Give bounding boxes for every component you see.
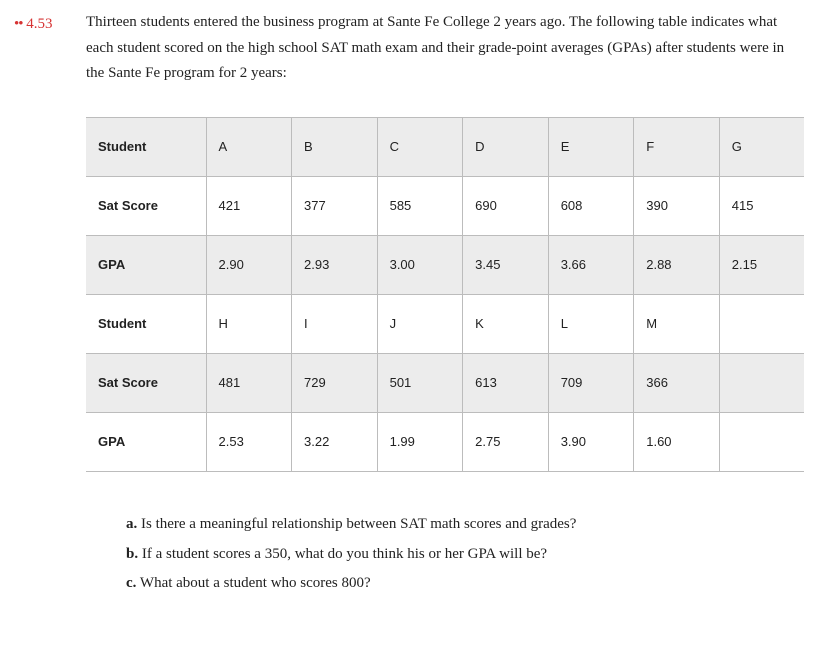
cell: 3.90 bbox=[548, 412, 634, 471]
cell: I bbox=[292, 294, 378, 353]
row-label: Student bbox=[86, 294, 206, 353]
cell: 2.75 bbox=[463, 412, 549, 471]
cell: 366 bbox=[634, 353, 720, 412]
table-row: GPA 2.53 3.22 1.99 2.75 3.90 1.60 bbox=[86, 412, 804, 471]
cell: 1.99 bbox=[377, 412, 463, 471]
cell bbox=[719, 412, 804, 471]
cell: B bbox=[292, 117, 378, 176]
question-label: b. bbox=[126, 546, 138, 562]
table-row: Sat Score 421 377 585 690 608 390 415 bbox=[86, 176, 804, 235]
question-text: If a student scores a 350, what do you t… bbox=[142, 546, 547, 562]
cell: K bbox=[463, 294, 549, 353]
question-text: What about a student who scores 800? bbox=[140, 575, 371, 591]
cell bbox=[719, 353, 804, 412]
question-b: b. If a student scores a 350, what do yo… bbox=[126, 542, 804, 568]
data-table-wrap: Student A B C D E F G Sat Score 421 377 … bbox=[86, 117, 804, 473]
question-c: c. What about a student who scores 800? bbox=[126, 571, 804, 597]
question-label: c. bbox=[126, 575, 136, 591]
cell: G bbox=[719, 117, 804, 176]
problem-row: •• 4.53 Thirteen students entered the bu… bbox=[14, 10, 804, 601]
table-row: Student A B C D E F G bbox=[86, 117, 804, 176]
table-row: GPA 2.90 2.93 3.00 3.45 3.66 2.88 2.15 bbox=[86, 235, 804, 294]
cell: 421 bbox=[206, 176, 292, 235]
cell: 3.45 bbox=[463, 235, 549, 294]
cell: 709 bbox=[548, 353, 634, 412]
cell: 585 bbox=[377, 176, 463, 235]
questions: a. Is there a meaningful relationship be… bbox=[86, 512, 804, 597]
cell: 377 bbox=[292, 176, 378, 235]
cell: E bbox=[548, 117, 634, 176]
cell: 3.00 bbox=[377, 235, 463, 294]
cell: 1.60 bbox=[634, 412, 720, 471]
question-a: a. Is there a meaningful relationship be… bbox=[126, 512, 804, 538]
cell: L bbox=[548, 294, 634, 353]
question-text: Is there a meaningful relationship betwe… bbox=[141, 516, 576, 532]
cell: A bbox=[206, 117, 292, 176]
problem-content: Thirteen students entered the business p… bbox=[86, 10, 804, 601]
cell: 3.66 bbox=[548, 235, 634, 294]
cell: 729 bbox=[292, 353, 378, 412]
cell: 2.90 bbox=[206, 235, 292, 294]
cell: 3.22 bbox=[292, 412, 378, 471]
cell: 481 bbox=[206, 353, 292, 412]
cell: 415 bbox=[719, 176, 804, 235]
problem-intro: Thirteen students entered the business p… bbox=[86, 10, 804, 87]
cell: 690 bbox=[463, 176, 549, 235]
row-label: GPA bbox=[86, 412, 206, 471]
cell: C bbox=[377, 117, 463, 176]
cell: 608 bbox=[548, 176, 634, 235]
cell: F bbox=[634, 117, 720, 176]
data-table: Student A B C D E F G Sat Score 421 377 … bbox=[86, 117, 804, 473]
row-label: Student bbox=[86, 117, 206, 176]
cell bbox=[719, 294, 804, 353]
table-row: Sat Score 481 729 501 613 709 366 bbox=[86, 353, 804, 412]
cell: 2.53 bbox=[206, 412, 292, 471]
cell: 613 bbox=[463, 353, 549, 412]
row-label: Sat Score bbox=[86, 176, 206, 235]
question-label: a. bbox=[126, 516, 137, 532]
row-label: Sat Score bbox=[86, 353, 206, 412]
cell: 2.15 bbox=[719, 235, 804, 294]
cell: 501 bbox=[377, 353, 463, 412]
cell: M bbox=[634, 294, 720, 353]
cell: D bbox=[463, 117, 549, 176]
marker-dots: •• bbox=[14, 16, 23, 32]
cell: 390 bbox=[634, 176, 720, 235]
cell: 2.88 bbox=[634, 235, 720, 294]
cell: J bbox=[377, 294, 463, 353]
cell: H bbox=[206, 294, 292, 353]
row-label: GPA bbox=[86, 235, 206, 294]
problem-number-text: 4.53 bbox=[26, 16, 52, 32]
cell: 2.93 bbox=[292, 235, 378, 294]
table-row: Student H I J K L M bbox=[86, 294, 804, 353]
problem-number: •• 4.53 bbox=[14, 10, 86, 601]
